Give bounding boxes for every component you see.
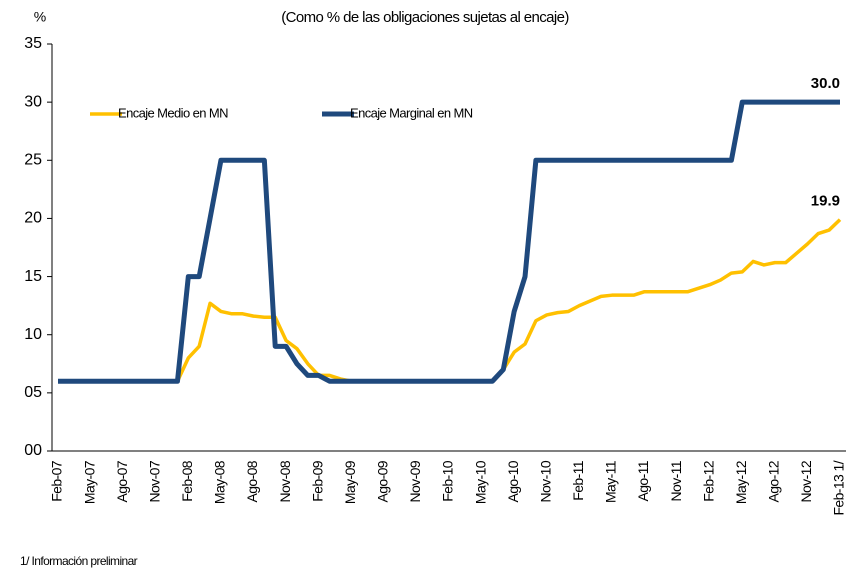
x-tick-label: Nov-10 <box>537 460 553 502</box>
y-tick-label: 05 <box>24 384 42 401</box>
x-tick-label: Ago-07 <box>114 460 130 502</box>
x-tick-label: Feb-08 <box>179 460 195 502</box>
x-tick-label: Feb-13 1/ <box>831 460 847 515</box>
series-line <box>58 99 840 384</box>
x-tick-label: May-07 <box>81 460 97 504</box>
x-tick-label: Nov-12 <box>798 460 814 502</box>
y-tick-label: 25 <box>24 152 42 169</box>
x-tick-label: May-10 <box>472 460 488 504</box>
x-tick-label: Ago-10 <box>505 460 521 502</box>
y-tick-label: 00 <box>24 442 42 459</box>
x-tick-label: Ago-08 <box>244 460 260 502</box>
x-tick-label: Nov-09 <box>407 460 423 502</box>
x-tick-label: Ago-12 <box>766 460 782 502</box>
x-tick-label: Nov-07 <box>146 460 162 502</box>
x-tick-label: May-09 <box>342 460 358 504</box>
footnote: 1/ Información preliminar <box>20 554 138 568</box>
x-tick-label: Feb-09 <box>309 460 325 502</box>
x-tick-label: May-12 <box>733 460 749 504</box>
y-tick-label: 35 <box>24 35 42 52</box>
y-axis-label: % <box>34 9 46 25</box>
data-label: 30.0 <box>811 75 840 92</box>
data-label: 19.9 <box>811 193 840 210</box>
chart-subtitle: (Como % de las obligaciones sujetas al e… <box>281 9 569 26</box>
x-tick-label: Feb-10 <box>440 460 456 502</box>
x-tick-label: Ago-11 <box>635 460 651 501</box>
y-tick-label: 15 <box>24 268 42 285</box>
legend-label: Encaje Medio en MN <box>118 105 228 120</box>
y-tick-label: 10 <box>24 326 42 343</box>
legend-label: Encaje Marginal en MN <box>350 105 473 120</box>
x-tick-label: May-11 <box>603 460 619 503</box>
x-tick-label: Ago-09 <box>375 460 391 502</box>
x-tick-label: Nov-08 <box>277 460 293 502</box>
y-tick-label: 30 <box>24 93 42 110</box>
x-tick-label: Feb-11 <box>570 460 586 501</box>
series-line <box>58 218 842 383</box>
y-tick-label: 20 <box>24 210 42 227</box>
x-tick-label: Feb-07 <box>49 460 65 502</box>
x-tick-label: Feb-12 <box>700 460 716 502</box>
x-tick-label: May-08 <box>212 460 228 504</box>
x-tick-label: Nov-11 <box>668 460 684 501</box>
